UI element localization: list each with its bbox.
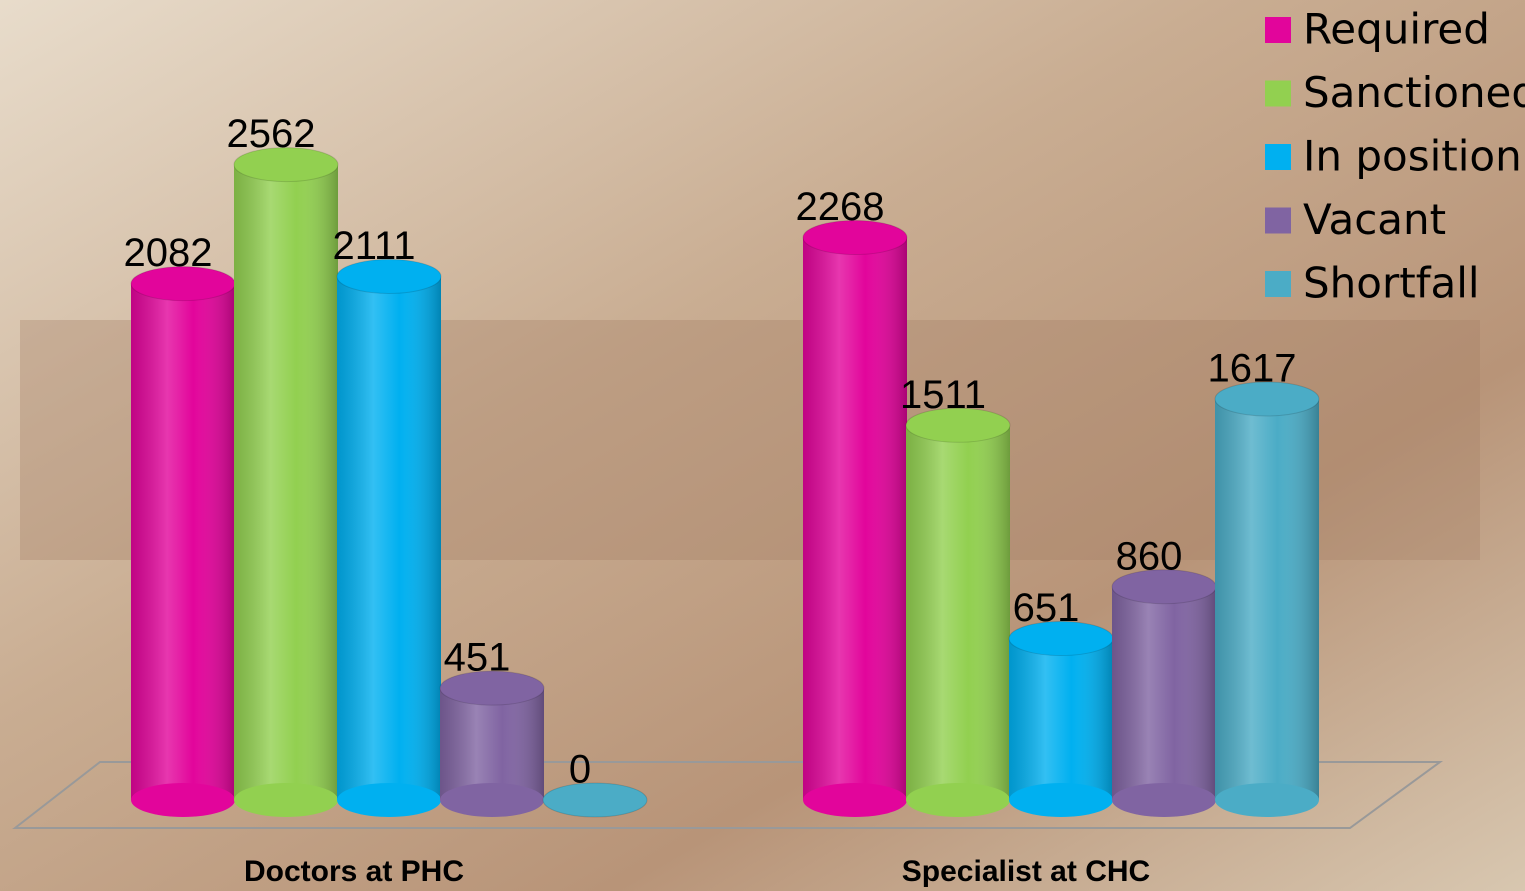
legend-swatch [1265, 17, 1291, 43]
bar-base [1112, 783, 1216, 817]
legend-swatch [1265, 144, 1291, 170]
data-label: 651 [1013, 586, 1080, 630]
data-label: 2268 [796, 185, 885, 229]
bar-top [542, 782, 648, 818]
legend-swatch [1265, 207, 1291, 234]
x-tick-label: Doctors at PHC [244, 855, 464, 888]
data-label: 2111 [332, 224, 415, 268]
bar-shade [337, 276, 441, 800]
legend-swatch [1265, 271, 1291, 297]
bar-base [440, 783, 544, 817]
bar-base [337, 783, 441, 817]
bar-shade [440, 688, 544, 800]
bar-top [439, 670, 545, 706]
legend-label: Shortfall [1303, 259, 1480, 308]
floor [12, 761, 1444, 829]
data-label: 860 [1116, 534, 1183, 578]
bar-base [906, 783, 1010, 817]
data-label: 2082 [124, 231, 213, 275]
bar-shade [1112, 586, 1216, 800]
data-label: 2562 [227, 112, 316, 156]
legend-swatch [1265, 80, 1291, 107]
bar-base [1009, 783, 1113, 817]
bar-shade [1009, 638, 1113, 800]
bar-shade [803, 237, 907, 800]
bar-shade [1215, 398, 1319, 800]
bar-base [1215, 783, 1319, 817]
bar-base [131, 783, 235, 817]
bar-top [336, 258, 442, 294]
data-label: 1511 [900, 373, 986, 417]
bar-top [233, 147, 339, 183]
x-tick-label: Specialist at CHC [902, 855, 1150, 888]
data-label: 0 [569, 748, 591, 792]
bar-shade [131, 283, 235, 800]
bar-top [1214, 381, 1320, 417]
bar-base [234, 783, 338, 817]
bar-top [802, 220, 908, 256]
legend-label: Required [1303, 5, 1490, 54]
legend-label: Vacant [1303, 195, 1446, 244]
data-label: 451 [444, 636, 511, 680]
bar-base [803, 783, 907, 817]
bar-shade [906, 425, 1010, 800]
bar-top [905, 407, 1011, 443]
data-label: 1617 [1208, 347, 1297, 391]
legend-label: In position [1303, 132, 1522, 181]
bar-shade [234, 164, 338, 800]
legend-label: Sanctioned [1303, 68, 1525, 117]
